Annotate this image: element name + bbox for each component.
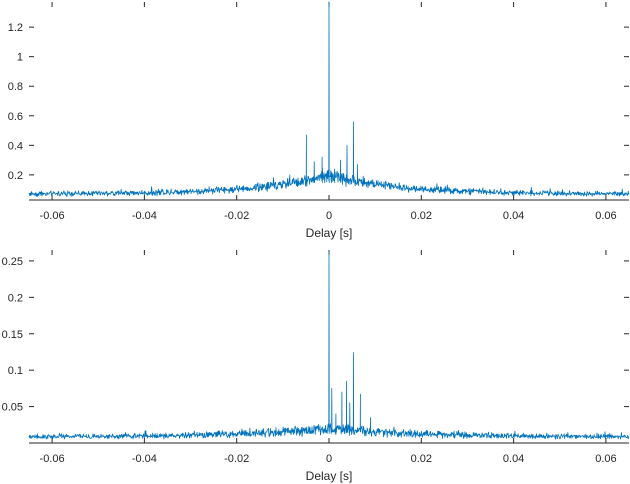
x-tick-label: 0 <box>326 453 332 465</box>
correlation-trace <box>28 1 630 197</box>
y-tick-label: 0.1 <box>8 365 23 377</box>
bottom-panel: -0.06 -0.04 -0.02 0 0.02 0.04 0.06 0.05 0.1 0.15 0… <box>2 250 630 483</box>
y-tick-label: 0.4 <box>8 140 23 152</box>
x-tick-label: -0.06 <box>40 210 65 222</box>
y-tick-label: 0.6 <box>8 111 23 123</box>
y-tick-label: 0.15 <box>2 329 23 341</box>
x-axis-label: Delay [s] <box>306 226 353 240</box>
x-tick-label: 0.02 <box>411 210 432 222</box>
x-tick-label: 0 <box>326 210 332 222</box>
y-tick-label: 1.2 <box>8 22 23 34</box>
top-panel: -0.06 -0.04 -0.02 0 0.02 0.04 0.06 0.2 0.4 0.6 0.8… <box>8 1 630 240</box>
y-tick-label: 0.05 <box>2 402 23 414</box>
y-tick-label: 1 <box>17 52 23 64</box>
x-tick-label: -0.04 <box>132 210 157 222</box>
y-tick-label: 0.2 <box>8 170 23 182</box>
y-tick-label: 0.8 <box>8 81 23 93</box>
x-tick-label: -0.06 <box>40 453 65 465</box>
y-tick-label: 0.2 <box>8 292 23 304</box>
x-tick-label: 0.02 <box>411 453 432 465</box>
y-tick-label: 0.25 <box>2 256 23 268</box>
correlation-trace <box>28 251 630 440</box>
x-tick-label: -0.02 <box>224 453 249 465</box>
x-tick-label: -0.02 <box>224 210 249 222</box>
x-tick-label: -0.04 <box>132 453 157 465</box>
x-tick-label: 0.04 <box>503 453 524 465</box>
x-tick-label: 0.06 <box>595 210 616 222</box>
x-axis-label: Delay [s] <box>306 469 353 483</box>
x-tick-label: 0.04 <box>503 210 524 222</box>
x-tick-label: 0.06 <box>595 453 616 465</box>
